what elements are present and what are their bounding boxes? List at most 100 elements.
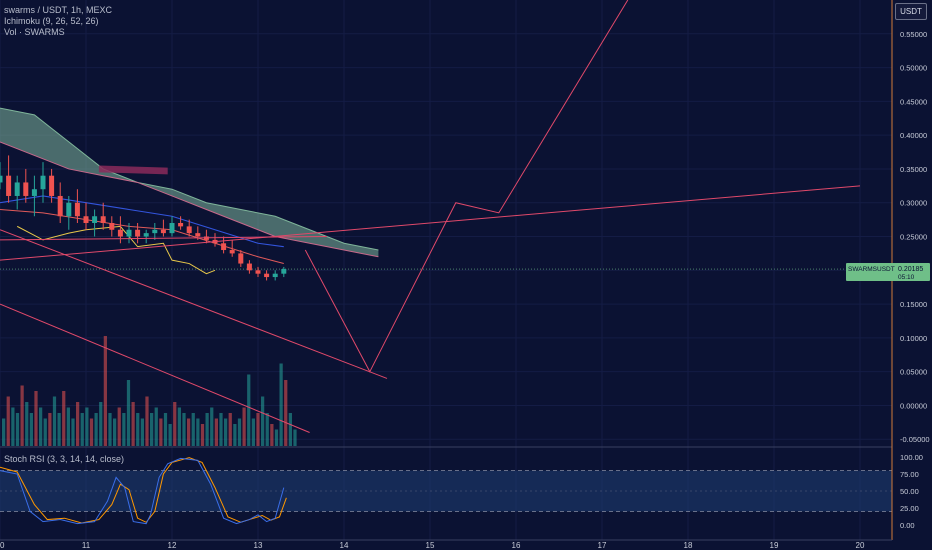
volume-bar [261, 396, 265, 446]
volume-bar [256, 413, 260, 446]
candle-body [14, 182, 20, 196]
rsi-tick-label: 50.00 [900, 487, 919, 496]
volume-bar [237, 418, 242, 446]
volume-bar [39, 407, 43, 446]
candle-body [195, 233, 201, 237]
candle-body [100, 216, 106, 223]
trend-line [0, 236, 327, 241]
candle-body [109, 223, 115, 230]
price-tick-label: -0.05000 [900, 435, 930, 444]
time-tick-label: 10 [0, 541, 5, 550]
candle-body [74, 202, 80, 217]
volume-bar [103, 336, 107, 446]
volume-bar [284, 380, 288, 446]
volume-bars [2, 336, 297, 446]
price-tick-label: 0.30000 [900, 199, 927, 208]
volume-bar [113, 418, 117, 446]
volume-bar [48, 413, 52, 446]
candle-body [246, 263, 252, 271]
candle-body [229, 250, 235, 254]
time-tick-label: 15 [426, 541, 435, 550]
candle-body [221, 243, 227, 251]
candle-body [49, 175, 55, 196]
volume-bar [150, 413, 154, 446]
senkou-span-a [0, 107, 379, 251]
price-tag-symbol: SWARMSUSDT [848, 266, 895, 273]
chart-title[interactable]: swarms / USDT, 1h, MEXC [4, 5, 113, 15]
volume-bar [182, 413, 186, 446]
candle-body [160, 229, 166, 234]
volume-bar [274, 429, 279, 446]
price-tick-label: 0.05000 [900, 368, 927, 377]
price-tick-label: 0.50000 [900, 64, 927, 73]
volume-bar [247, 374, 251, 446]
trend-drawings[interactable] [0, 0, 861, 433]
volume-bar [145, 396, 149, 446]
volume-bar [214, 418, 218, 446]
volume-bar [187, 418, 191, 446]
rsi-tick-label: 0.00 [900, 521, 915, 530]
time-axis[interactable]: 10 11 12 13 14 15 16 17 18 19 20 [0, 539, 892, 550]
candle-body [264, 273, 270, 278]
volume-legend[interactable]: Vol · SWARMS [4, 27, 65, 37]
volume-bar [108, 413, 112, 446]
time-tick-label: 19 [770, 541, 779, 550]
volume-bar [205, 413, 209, 446]
price-tick-label: 0.45000 [900, 97, 927, 106]
volume-bar [228, 413, 232, 446]
candle-body [66, 202, 72, 217]
ichimoku-lines [0, 195, 284, 275]
rsi-tick-label: 75.00 [900, 470, 919, 479]
candle-body [57, 195, 63, 217]
volume-bar [34, 391, 38, 446]
kijun-line [0, 195, 284, 248]
time-tick-label: 16 [512, 541, 521, 550]
volume-bar [29, 413, 33, 446]
volume-bar [131, 402, 135, 446]
stoch-rsi-pane [0, 457, 892, 525]
rsi-d-line [0, 457, 287, 524]
time-tick-label: 12 [168, 541, 177, 550]
volume-bar [94, 413, 98, 446]
volume-bar [76, 402, 80, 446]
stoch-rsi-legend[interactable]: Stoch RSI (3, 3, 14, 14, close) [4, 454, 125, 464]
volume-bar [15, 413, 20, 446]
price-tick-label: 0.55000 [900, 30, 927, 39]
volume-bar [140, 418, 144, 446]
senkou-span-b [0, 141, 379, 258]
volume-bar [85, 407, 89, 446]
rsi-k-line [0, 457, 285, 525]
price-tag-value: 0.20185 [898, 266, 923, 273]
time-tick-label: 17 [598, 541, 607, 550]
volume-bar [117, 407, 121, 446]
volume-bar [200, 424, 205, 446]
time-tick-label: 11 [82, 541, 91, 550]
candle-body [238, 253, 244, 264]
volume-bar [191, 413, 195, 446]
price-tick-label: 0.40000 [900, 131, 927, 140]
price-tick-label: 0.35000 [900, 165, 927, 174]
currency-button[interactable]: USDT [895, 3, 927, 20]
volume-bar [279, 363, 283, 446]
ichimoku-legend[interactable]: Ichimoku (9, 26, 52, 26) [4, 16, 99, 26]
chikou-line [16, 225, 216, 275]
price-tag-background [846, 263, 930, 282]
time-tick-label: 18 [684, 541, 693, 550]
volume-bar [89, 418, 94, 446]
volume-bar [99, 402, 103, 446]
price-tick-label: 0.00000 [900, 401, 927, 410]
rsi-tick-label: 100.00 [900, 453, 923, 462]
candle-body [6, 175, 12, 196]
time-tick-label: 13 [254, 541, 263, 550]
volume-bar [11, 407, 15, 446]
candle-body [0, 175, 3, 183]
volume-bar [210, 407, 214, 446]
ichimoku-cloud [0, 107, 379, 258]
trend-line [0, 229, 388, 379]
rsi-tick-label: 25.00 [900, 504, 919, 513]
volume-bar [57, 413, 61, 446]
volume-bar [177, 407, 181, 446]
time-tick-label: 14 [340, 541, 349, 550]
candle-body [178, 223, 184, 227]
